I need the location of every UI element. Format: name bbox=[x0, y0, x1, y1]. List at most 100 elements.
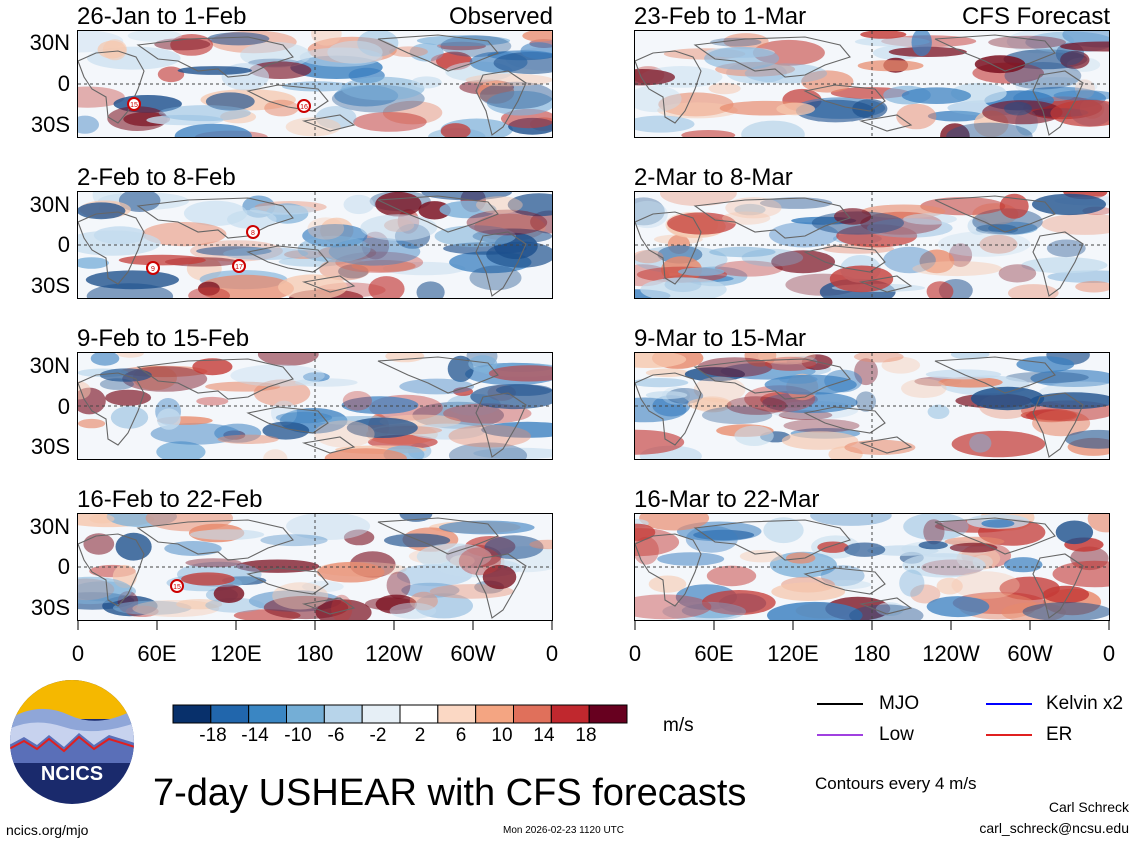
kelvin-line-swatch bbox=[986, 703, 1032, 705]
shear-anomaly-blob bbox=[999, 193, 1029, 219]
colorbar-label: -14 bbox=[241, 725, 269, 746]
shear-anomaly-blob bbox=[1075, 280, 1109, 293]
shear-anomaly-blob bbox=[635, 378, 689, 388]
shear-anomaly-blob bbox=[341, 76, 425, 101]
xlabel: 180 bbox=[853, 641, 891, 666]
shear-anomaly-blob bbox=[975, 224, 1018, 235]
shear-anomaly-blob bbox=[667, 212, 736, 235]
shear-anomaly-blob bbox=[919, 249, 955, 274]
ylabel-eq: 0 bbox=[57, 394, 70, 419]
shear-anomaly-blob bbox=[158, 105, 251, 122]
coastline bbox=[803, 84, 886, 112]
coastline bbox=[803, 567, 886, 595]
coastline bbox=[246, 406, 329, 434]
panel-title-obs-4: 16-Feb to 22-Feb bbox=[77, 486, 263, 513]
xlabel: 0 bbox=[71, 641, 85, 666]
shear-anomaly-blob bbox=[741, 248, 804, 267]
shear-anomaly-blob bbox=[648, 575, 687, 593]
shear-anomaly-blob bbox=[757, 353, 816, 365]
colorbar-swatch bbox=[286, 704, 325, 724]
shear-anomaly-blob bbox=[926, 281, 954, 298]
shear-anomaly-blob bbox=[910, 584, 941, 604]
shear-anomaly-blob bbox=[1042, 585, 1090, 604]
shear-anomaly-blob bbox=[389, 602, 437, 619]
shear-anomaly-blob bbox=[734, 203, 766, 216]
shear-anomaly-blob bbox=[439, 200, 497, 219]
shear-anomaly-blob bbox=[937, 231, 1031, 257]
shear-anomaly-blob bbox=[1047, 270, 1109, 283]
shear-anomaly-blob bbox=[447, 355, 474, 382]
ylabel-30n: 30N bbox=[29, 514, 70, 539]
shear-anomaly-blob bbox=[979, 234, 1018, 254]
shear-anomaly-blob bbox=[465, 73, 552, 87]
shear-anomaly-blob bbox=[981, 519, 1015, 528]
shear-anomaly-blob bbox=[78, 115, 99, 134]
shear-anomaly-blob bbox=[639, 514, 710, 531]
shear-anomaly-blob bbox=[205, 381, 281, 392]
shear-anomaly-blob bbox=[311, 31, 342, 46]
shear-anomaly-blob bbox=[97, 40, 127, 59]
xlabel: 120W bbox=[922, 641, 980, 666]
shear-anomaly-blob bbox=[1004, 101, 1032, 116]
coastline bbox=[858, 275, 913, 293]
ylabel-30s: 30S bbox=[30, 112, 70, 137]
shear-anomaly-blob bbox=[881, 356, 921, 374]
shear-anomaly-blob bbox=[185, 558, 242, 568]
shear-anomaly-blob bbox=[972, 208, 1043, 235]
shear-anomaly-blob bbox=[1052, 560, 1109, 588]
shear-anomaly-blob bbox=[314, 420, 375, 448]
figure-title: 7-day USHEAR with CFS forecasts bbox=[153, 772, 747, 814]
xlabel: 120E bbox=[210, 641, 262, 666]
shear-anomaly-blob bbox=[351, 260, 416, 272]
svg-text:16: 16 bbox=[300, 104, 308, 111]
shear-anomaly-blob bbox=[901, 378, 947, 398]
coastline bbox=[377, 34, 499, 72]
coastline bbox=[803, 245, 886, 273]
coastline bbox=[301, 436, 356, 454]
coastline bbox=[301, 597, 356, 615]
shear-anomaly-blob bbox=[303, 372, 330, 382]
shear-anomaly-blob bbox=[520, 42, 552, 59]
panel-title-fcst-3: 9-Mar to 15-Mar bbox=[634, 325, 807, 352]
legend-low: Low bbox=[879, 724, 914, 745]
shear-anomaly-blob bbox=[763, 517, 804, 544]
shear-anomaly-blob bbox=[439, 520, 535, 535]
shear-anomaly-blob bbox=[948, 243, 973, 267]
shear-anomaly-blob bbox=[78, 576, 133, 605]
shear-anomaly-blob bbox=[86, 283, 174, 298]
storm-marker: 9 bbox=[146, 261, 160, 275]
svg-text:8: 8 bbox=[251, 230, 255, 237]
coastline bbox=[78, 211, 145, 285]
shear-anomaly-blob bbox=[1016, 356, 1075, 373]
shear-anomaly-blob bbox=[132, 600, 220, 617]
coastline bbox=[136, 519, 294, 561]
shear-anomaly-blob bbox=[946, 122, 1033, 137]
storm-marker: 8 bbox=[246, 225, 260, 239]
shear-anomaly-blob bbox=[1065, 429, 1109, 449]
shear-anomaly-blob bbox=[635, 523, 656, 541]
shear-anomaly-blob bbox=[902, 553, 986, 578]
shear-anomaly-blob bbox=[409, 591, 438, 611]
shear-anomaly-blob bbox=[440, 123, 471, 137]
shear-anomaly-blob bbox=[409, 423, 485, 440]
shear-anomaly-blob bbox=[1021, 257, 1108, 274]
shear-anomaly-blob bbox=[434, 225, 516, 248]
shear-anomaly-blob bbox=[771, 582, 846, 601]
shear-anomaly-blob bbox=[440, 35, 512, 57]
map-fcst-3 bbox=[634, 352, 1110, 460]
shear-anomaly-blob bbox=[416, 35, 511, 47]
low-line-swatch bbox=[817, 734, 863, 736]
shear-anomaly-blob bbox=[706, 565, 757, 587]
shear-anomaly-blob bbox=[927, 404, 950, 419]
shear-anomaly-blob bbox=[936, 577, 963, 595]
colorbar-label: -10 bbox=[284, 725, 312, 746]
coastline bbox=[1032, 70, 1084, 136]
shear-anomaly-blob bbox=[205, 92, 255, 111]
shear-anomaly-blob bbox=[949, 542, 998, 553]
ylabel-30n: 30N bbox=[29, 353, 70, 378]
shear-anomaly-blob bbox=[458, 547, 501, 576]
shear-anomaly-blob bbox=[1005, 371, 1089, 384]
shear-anomaly-blob bbox=[926, 596, 990, 618]
shear-anomaly-blob bbox=[297, 235, 371, 263]
svg-text:15: 15 bbox=[130, 102, 138, 109]
